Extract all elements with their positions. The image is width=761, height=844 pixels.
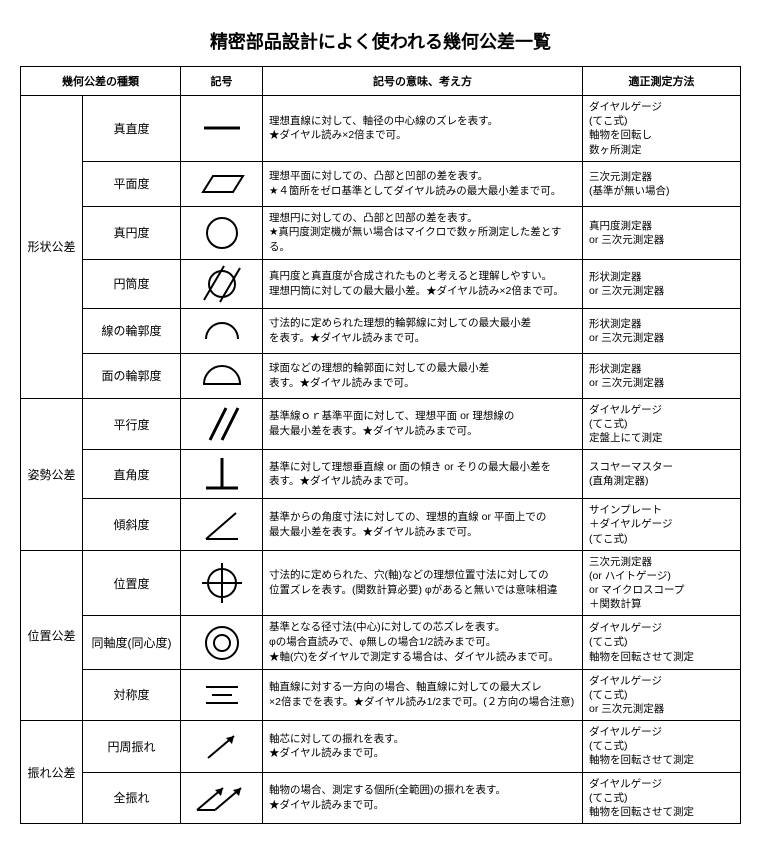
- meaning-cell: 基準に対して理想垂直線 or 面の傾き or そりの最大最小差を表す。★ダイヤル…: [263, 450, 583, 499]
- symbol-cell: [181, 550, 263, 616]
- measure-cell: 形状測定器 or 三次元測定器: [583, 259, 741, 308]
- category-cell: 位置公差: [21, 550, 83, 720]
- header-kind: 幾何公差の種類: [21, 67, 181, 96]
- category-cell: 姿勢公差: [21, 398, 83, 550]
- straightness-icon: [192, 108, 252, 148]
- tolerance-name: 面の輪郭度: [83, 353, 181, 398]
- total-runout-icon: [187, 776, 257, 820]
- measure-cell: 三次元測定器(基準が無い場合): [583, 161, 741, 206]
- symbol-cell: [181, 353, 263, 398]
- meaning-cell: 球面などの理想的輪郭面に対しての最大最小差表す。★ダイヤル読みまで可。: [263, 353, 583, 398]
- tolerance-name: 円筒度: [83, 259, 181, 308]
- circular-runout-icon: [192, 724, 252, 768]
- meaning-cell: 基準となる径寸法(中心)に対しての芯ズレを表す。φの場合直読みで、φ無しの場合1…: [263, 616, 583, 669]
- table-row: 姿勢公差平行度基準線ｏｒ基準平面に対して、理想平面 or 理想線の最大最小差を表…: [21, 398, 741, 450]
- measure-cell: ダイヤルゲージ(てこ式)軸物を回転させて測定: [583, 772, 741, 824]
- parallelism-icon: [192, 402, 252, 446]
- header-meaning: 記号の意味、考え方: [263, 67, 583, 96]
- meaning-cell: 寸法的に定められた理想的輪郭線に対しての最大最小差を表す。★ダイヤル読みまで可。: [263, 308, 583, 353]
- symbol-cell: [181, 259, 263, 308]
- tolerance-name: 平面度: [83, 161, 181, 206]
- meaning-cell: 軸物の場合、測定する個所(全範囲)の振れを表す。★ダイヤル読みまで可。: [263, 772, 583, 824]
- table-row: 位置公差位置度寸法的に定められた、穴(軸)などの理想位置寸法に対しての位置ズレを…: [21, 550, 741, 616]
- table-row: 真円度 理想円に対しての、凸部と凹部の差を表す。★真円度測定機が無い場合はマイクロ…: [21, 206, 741, 259]
- symbol-cell: [181, 96, 263, 162]
- tolerance-name: 対称度: [83, 669, 181, 721]
- symbol-cell: [181, 616, 263, 669]
- symbol-cell: [181, 669, 263, 721]
- table-row: 円筒度 真円度と真直度が合成されたものと考えると理解しやすい。理想円筒に対しての最…: [21, 259, 741, 308]
- tolerance-name: 円周振れ: [83, 721, 181, 773]
- roundness-icon: [192, 211, 252, 255]
- measure-cell: 三次元測定器(or ハイトゲージ)or マイクロスコープ＋関数計算: [583, 550, 741, 616]
- measure-cell: ダイヤルゲージ(てこ式)軸物を回転し数ヶ所測定: [583, 96, 741, 162]
- tolerance-name: 傾斜度: [83, 499, 181, 551]
- table-row: 傾斜度 基準からの角度寸法に対しての、理想的直線 or 平面上での最大最小差を表す…: [21, 499, 741, 551]
- tolerance-name: 直角度: [83, 450, 181, 499]
- table-row: 振れ公差円周振れ軸芯に対しての振れを表す。★ダイヤル読みまで可。ダイヤルゲージ(…: [21, 721, 741, 773]
- symbol-cell: [181, 308, 263, 353]
- concentricity-icon: [192, 619, 252, 667]
- symbol-cell: [181, 398, 263, 450]
- table-row: 面の輪郭度 球面などの理想的輪郭面に対しての最大最小差表す。★ダイヤル読みまで可。…: [21, 353, 741, 398]
- measure-cell: 真円度測定器 or 三次元測定器: [583, 206, 741, 259]
- meaning-cell: 基準からの角度寸法に対しての、理想的直線 or 平面上での最大最小差を表す。★ダ…: [263, 499, 583, 551]
- tolerance-name: 真直度: [83, 96, 181, 162]
- angularity-icon: [192, 503, 252, 547]
- page-title: 精密部品設計によく使われる幾何公差一覧: [20, 28, 741, 54]
- perpendicularity-icon: [192, 452, 252, 496]
- measure-cell: スコヤーマスター(直角測定器): [583, 450, 741, 499]
- symbol-cell: [181, 772, 263, 824]
- meaning-cell: 理想円に対しての、凸部と凹部の差を表す。★真円度測定機が無い場合はマイクロで数ヶ…: [263, 206, 583, 259]
- symbol-cell: [181, 499, 263, 551]
- cylindricity-icon: [190, 262, 254, 306]
- measure-cell: ダイヤルゲージ(てこ式)定盤上にて測定: [583, 398, 741, 450]
- line-profile-icon: [192, 311, 252, 351]
- meaning-cell: 軸直線に対する一方向の場合、軸直線に対しての最大ズレ×2倍までを表す。★ダイヤル…: [263, 669, 583, 721]
- table-row: 平面度 理想平面に対しての、凸部と凹部の差を表す。★４箇所をゼロ基準としてダイヤル…: [21, 161, 741, 206]
- meaning-cell: 寸法的に定められた、穴(軸)などの理想位置寸法に対しての位置ズレを表す。(関数計…: [263, 550, 583, 616]
- table-row: 対称度 軸直線に対する一方向の場合、軸直線に対しての最大ズレ×2倍までを表す。★ダ…: [21, 669, 741, 721]
- symbol-cell: [181, 721, 263, 773]
- table-row: 同軸度(同心度) 基準となる径寸法(中心)に対しての芯ズレを表す。φの場合直読みで…: [21, 616, 741, 669]
- symmetry-icon: [192, 673, 252, 717]
- tolerance-table: 幾何公差の種類 記号 記号の意味、考え方 適正測定方法 形状公差真直度理想直線に…: [20, 66, 741, 824]
- table-row: 形状公差真直度理想直線に対して、軸径の中心線のズレを表す。★ダイヤル読み×2倍ま…: [21, 96, 741, 162]
- symbol-cell: [181, 450, 263, 499]
- tolerance-name: 平行度: [83, 398, 181, 450]
- measure-cell: ダイヤルゲージ(てこ式)軸物を回転させて測定: [583, 721, 741, 773]
- position-icon: [192, 559, 252, 607]
- flatness-icon: [187, 164, 257, 204]
- tolerance-name: 線の輪郭度: [83, 308, 181, 353]
- tolerance-name: 真円度: [83, 206, 181, 259]
- tolerance-name: 同軸度(同心度): [83, 616, 181, 669]
- measure-cell: 形状測定器 or 三次元測定器: [583, 353, 741, 398]
- meaning-cell: 基準線ｏｒ基準平面に対して、理想平面 or 理想線の最大最小差を表す。★ダイヤル…: [263, 398, 583, 450]
- category-cell: 振れ公差: [21, 721, 83, 824]
- measure-cell: サインプレート＋ダイヤルゲージ(てこ式): [583, 499, 741, 551]
- surface-profile-icon: [192, 356, 252, 396]
- symbol-cell: [181, 206, 263, 259]
- measure-cell: ダイヤルゲージ(てこ式) or 三次元測定器: [583, 669, 741, 721]
- table-row: 全振れ 軸物の場合、測定する個所(全範囲)の振れを表す。★ダイヤル読みまで可。ダイ…: [21, 772, 741, 824]
- meaning-cell: 理想直線に対して、軸径の中心線のズレを表す。★ダイヤル読み×2倍まで可。: [263, 96, 583, 162]
- tolerance-name: 全振れ: [83, 772, 181, 824]
- tolerance-name: 位置度: [83, 550, 181, 616]
- meaning-cell: 軸芯に対しての振れを表す。★ダイヤル読みまで可。: [263, 721, 583, 773]
- measure-cell: ダイヤルゲージ(てこ式)軸物を回転させて測定: [583, 616, 741, 669]
- category-cell: 形状公差: [21, 96, 83, 399]
- measure-cell: 形状測定器 or 三次元測定器: [583, 308, 741, 353]
- meaning-cell: 理想平面に対しての、凸部と凹部の差を表す。★４箇所をゼロ基準としてダイヤル読みの…: [263, 161, 583, 206]
- table-row: 線の輪郭度 寸法的に定められた理想的輪郭線に対しての最大最小差を表す。★ダイヤル読…: [21, 308, 741, 353]
- header-symbol: 記号: [181, 67, 263, 96]
- symbol-cell: [181, 161, 263, 206]
- meaning-cell: 真円度と真直度が合成されたものと考えると理解しやすい。理想円筒に対しての最大最小…: [263, 259, 583, 308]
- table-row: 直角度 基準に対して理想垂直線 or 面の傾き or そりの最大最小差を表す。★ダ…: [21, 450, 741, 499]
- header-measure: 適正測定方法: [583, 67, 741, 96]
